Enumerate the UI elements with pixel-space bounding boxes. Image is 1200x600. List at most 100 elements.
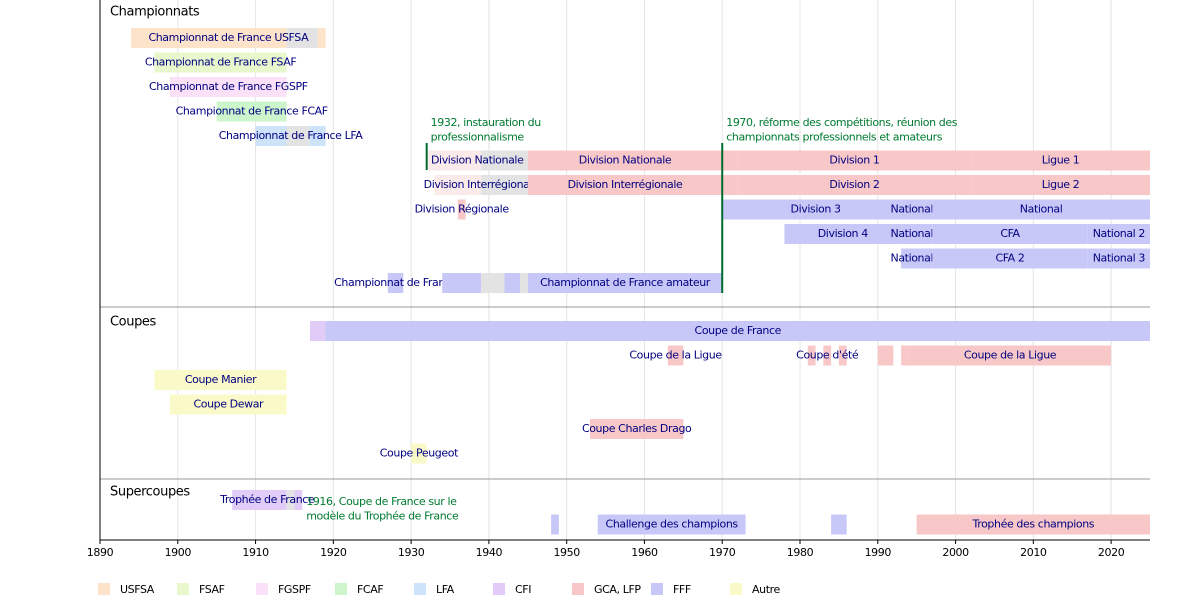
period-bar <box>442 273 482 293</box>
x-tick-label: 2000 <box>942 546 969 559</box>
x-tick-label: 2010 <box>1020 546 1047 559</box>
period-label: Coupe d'été <box>796 349 859 362</box>
legend-label: FGSPF <box>278 583 311 596</box>
legend-label: USFSA <box>120 583 155 596</box>
period-bar <box>971 175 1150 195</box>
legend-swatch <box>730 583 742 595</box>
section-title: Coupes <box>110 315 157 330</box>
period-bar <box>310 321 326 341</box>
x-tick-label: 1970 <box>709 546 736 559</box>
period-bar <box>551 514 559 535</box>
period-bar <box>877 345 894 366</box>
period-label: Division 2 <box>829 178 879 191</box>
period-label: National 3 <box>890 252 943 265</box>
period-label: Coupe Manier <box>185 373 257 386</box>
period-label: Championnat de France LFA <box>219 129 364 142</box>
x-tick-label: 1940 <box>476 546 503 559</box>
legend-swatch <box>177 583 189 595</box>
period-bar <box>590 419 684 439</box>
period-bar <box>434 175 482 195</box>
period-label: Coupe de France <box>695 324 782 337</box>
period-bar <box>527 150 723 171</box>
period-label: Division 3 <box>791 203 841 216</box>
period-bar <box>504 273 520 293</box>
period-label: Coupe Peugeot <box>380 447 459 460</box>
period-label: Division Interrégionale <box>424 178 539 191</box>
period-label: National 2 <box>1093 227 1145 240</box>
period-bar <box>255 126 287 146</box>
x-tick-label: 1950 <box>553 546 580 559</box>
period-label: Division 1 <box>829 154 879 167</box>
period-bar <box>527 175 723 195</box>
period-bar <box>520 273 528 293</box>
period-bar <box>286 28 318 48</box>
section-title: Supercoupes <box>110 485 190 500</box>
legend-label: Autre <box>752 583 780 596</box>
legend-label: FFF <box>673 583 691 596</box>
period-label: Championnat de France USFSA <box>148 31 309 44</box>
legend-label: FCAF <box>357 583 383 596</box>
period-label: Championnat de France <box>334 276 457 289</box>
period-bar <box>932 224 1088 244</box>
legend-swatch <box>414 583 426 595</box>
annotation-text: championnats professionnels et amateurs <box>726 131 942 144</box>
period-label: CFA <box>1000 227 1020 240</box>
period-label: Division Nationale <box>579 154 672 167</box>
period-label: Coupe Dewar <box>193 398 264 411</box>
period-label: Coupe de la Ligue <box>964 349 1057 362</box>
period-label: Division Régionale <box>415 203 510 216</box>
period-bar <box>901 248 933 269</box>
period-bar <box>317 28 326 48</box>
period-bar <box>481 150 528 171</box>
period-bar <box>667 345 684 366</box>
annotation-text: 1916, Coupe de France sur le <box>306 495 457 508</box>
period-bar <box>154 52 287 73</box>
period-bar <box>481 273 505 293</box>
period-label: Trophée de France <box>219 493 315 506</box>
period-label: Championnat de France FSAF <box>145 56 297 69</box>
x-tick-label: 1910 <box>242 546 269 559</box>
legend-label: LFA <box>436 583 455 596</box>
legend-swatch <box>335 583 347 595</box>
period-bar <box>730 199 902 220</box>
period-bar <box>901 345 909 366</box>
annotation-text: professionnalisme <box>431 131 525 144</box>
period-bar <box>737 150 972 171</box>
period-bar <box>784 224 902 244</box>
period-bar <box>457 199 466 220</box>
legend-swatch <box>98 583 110 595</box>
period-bar <box>737 175 972 195</box>
period-bar <box>932 199 1150 220</box>
period-bar <box>170 394 287 415</box>
x-tick-label: 1890 <box>87 546 114 559</box>
x-tick-label: 1930 <box>398 546 425 559</box>
period-bar <box>294 490 303 510</box>
legend-swatch <box>651 583 663 595</box>
legend-label: GCA, LFP <box>594 583 641 596</box>
period-bar <box>838 345 847 366</box>
period-label: Division 4 <box>818 227 868 240</box>
period-bar <box>527 273 723 293</box>
period-label: National 1 <box>890 203 942 216</box>
period-bar <box>823 345 832 366</box>
period-bar <box>908 345 1112 366</box>
period-bar <box>411 443 427 464</box>
period-bar <box>426 150 482 171</box>
period-label: Ligue 2 <box>1042 178 1080 191</box>
period-label: CFA 2 <box>995 252 1024 265</box>
period-bar <box>286 490 295 510</box>
annotation-text: 1932, instauration du <box>431 116 541 129</box>
period-label: Ligue 1 <box>1042 154 1080 167</box>
period-bar <box>932 248 1088 269</box>
legend-label: FSAF <box>199 583 225 596</box>
period-bar <box>310 126 326 146</box>
period-bar <box>481 175 528 195</box>
period-bar <box>325 321 1150 341</box>
period-bar <box>232 490 287 510</box>
legend-label: CFI <box>515 583 531 596</box>
period-bar <box>807 345 816 366</box>
period-label: Championnat de France amateur <box>540 276 711 289</box>
x-tick-label: 2020 <box>1098 546 1125 559</box>
period-label: National 2 <box>890 227 942 240</box>
